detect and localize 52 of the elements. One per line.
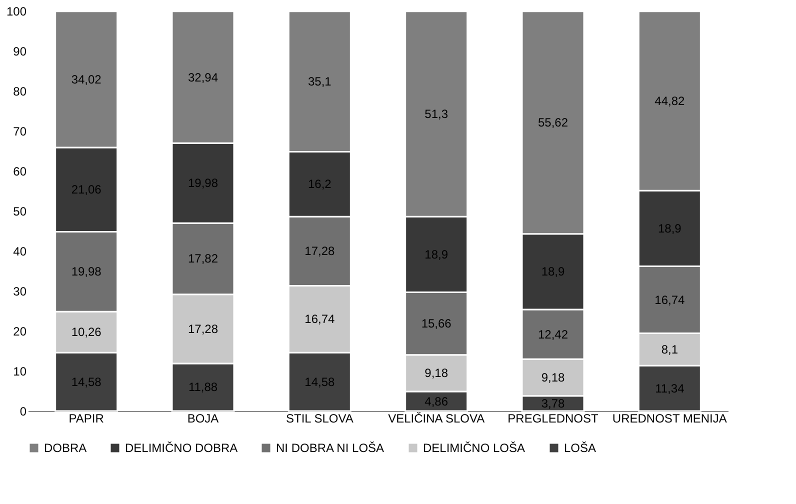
- data-label: 21,06: [71, 182, 102, 197]
- y-tick-label: 90: [13, 44, 27, 58]
- data-label: 9,18: [424, 366, 448, 380]
- legend-label: DELIMIČNO LOŠA: [423, 441, 526, 455]
- y-tick-label: 60: [13, 164, 27, 178]
- data-label: 32,94: [188, 70, 218, 84]
- x-tick-label: PAPIR: [68, 412, 104, 426]
- data-label: 9,18: [541, 370, 565, 385]
- data-label: 11,88: [188, 380, 218, 394]
- legend-label: DOBRA: [44, 441, 87, 455]
- data-label: 8,1: [661, 342, 678, 356]
- data-label: 17,82: [188, 252, 218, 266]
- x-tick-label: PREGLEDNOST: [508, 412, 600, 426]
- y-tick-label: 70: [13, 124, 27, 138]
- data-label: 11,34: [655, 381, 685, 396]
- y-tick-label: 30: [13, 284, 27, 298]
- data-label: 18,9: [424, 247, 448, 262]
- data-label: 4,86: [424, 394, 448, 408]
- data-label: 12,42: [538, 327, 568, 342]
- data-label: 17,28: [304, 244, 336, 258]
- y-tick-label: 20: [13, 324, 27, 338]
- data-label: 14,58: [71, 374, 102, 389]
- data-label: 44,82: [654, 94, 686, 108]
- data-label: 18,9: [541, 264, 565, 279]
- data-label: 17,28: [188, 322, 218, 336]
- x-tick-label: VELIČINA SLOVA: [388, 412, 485, 426]
- data-label: 19,98: [188, 176, 218, 190]
- x-tick-label: STIL SLOVA: [286, 412, 354, 426]
- data-label: 14,58: [304, 374, 336, 389]
- y-tick-label: 50: [13, 204, 27, 218]
- data-label: 16,74: [304, 312, 336, 326]
- data-label: 10,26: [71, 325, 102, 340]
- data-label: 19,98: [71, 264, 102, 279]
- data-label: 51,3: [424, 107, 448, 121]
- data-label: 55,62: [538, 116, 568, 130]
- x-tick-label: UREDNOST MENIJA: [612, 412, 727, 426]
- y-tick-label: 80: [13, 84, 27, 98]
- y-tick-label: 100: [6, 4, 27, 18]
- x-tick-label: BOJA: [187, 412, 219, 426]
- data-label: 16,2: [308, 177, 332, 192]
- data-label: 18,9: [658, 221, 682, 236]
- data-label: 35,1: [308, 74, 332, 89]
- y-tick-label: 40: [13, 244, 27, 258]
- data-label: 16,74: [654, 292, 686, 307]
- legend-label: DELIMIČNO DOBRA: [125, 441, 238, 455]
- legend-label: NI DOBRA NI LOŠA: [276, 441, 384, 455]
- legend-label: LOŠA: [564, 441, 596, 455]
- y-tick-label: 0: [20, 404, 27, 418]
- y-tick-label: 10: [13, 364, 27, 378]
- data-label: 3,78: [541, 396, 565, 410]
- data-label: 34,02: [71, 72, 102, 86]
- data-label: 15,66: [421, 316, 452, 331]
